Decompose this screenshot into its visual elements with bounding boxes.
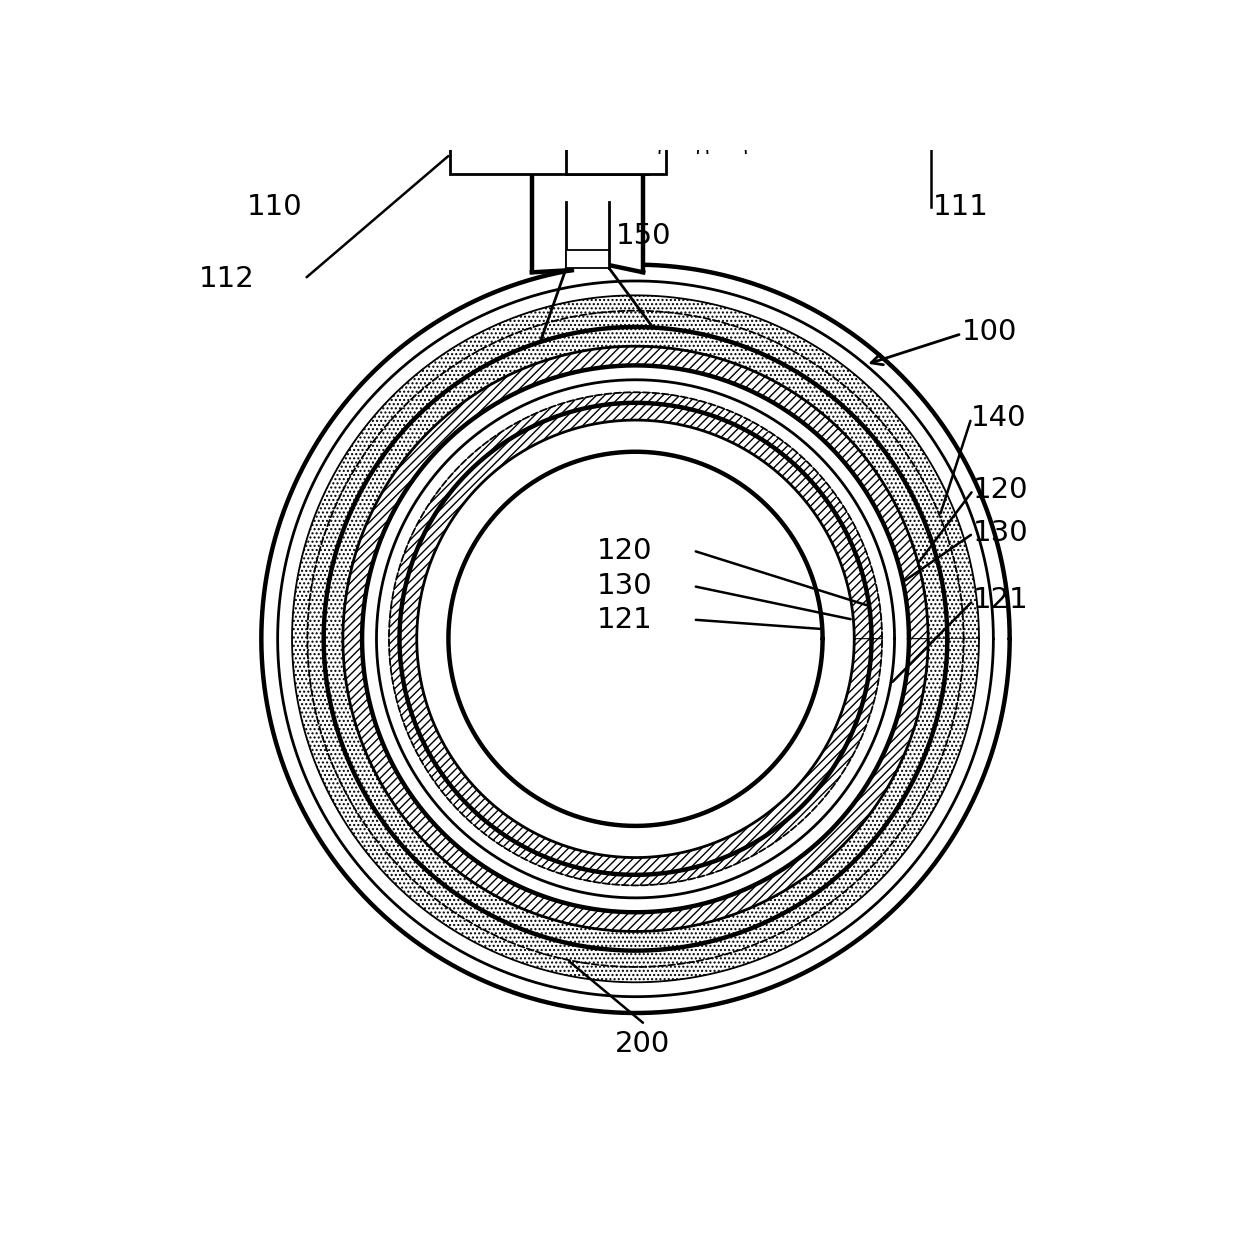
Text: 121: 121: [598, 606, 653, 634]
Polygon shape: [293, 295, 978, 982]
Text: 112: 112: [198, 265, 254, 293]
Polygon shape: [417, 420, 854, 857]
Polygon shape: [449, 452, 822, 826]
Text: 130: 130: [598, 572, 652, 601]
Polygon shape: [213, 217, 1058, 1060]
Bar: [450, 72, 649, 173]
Text: 120: 120: [973, 476, 1029, 505]
Bar: [567, 111, 666, 173]
Text: 121: 121: [973, 587, 1029, 614]
Polygon shape: [343, 346, 928, 932]
Bar: [532, 164, 644, 273]
Text: 150: 150: [616, 222, 672, 250]
Polygon shape: [362, 365, 909, 912]
Bar: [567, 250, 609, 268]
Polygon shape: [389, 392, 882, 886]
Text: 130: 130: [973, 520, 1029, 547]
Polygon shape: [343, 346, 928, 932]
Text: 140: 140: [971, 404, 1027, 432]
Text: 110: 110: [247, 193, 303, 221]
Text: 100: 100: [962, 318, 1017, 346]
Text: 200: 200: [614, 1029, 670, 1058]
Bar: [666, 111, 1053, 148]
Text: 111: 111: [932, 193, 988, 221]
Text: 120: 120: [598, 537, 652, 564]
